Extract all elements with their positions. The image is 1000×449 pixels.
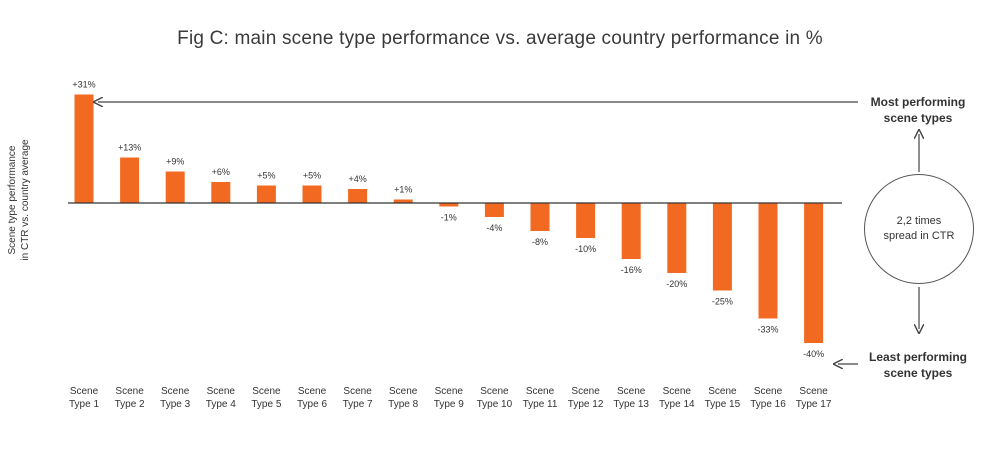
bar-scene-type-16 xyxy=(758,203,778,319)
data-label-scene-type-8: +1% xyxy=(394,185,412,195)
bars-group: +31% Scene Type 1 +13% Scene Type 2 +9% Scene Ty… xyxy=(69,80,832,411)
most-performing-label: Most performing scene types xyxy=(858,94,978,126)
x-tick-label-scene-type-8: Scene Type 8 xyxy=(388,386,418,410)
data-label-scene-type-5: +5% xyxy=(257,171,275,181)
most-performing-line-2: scene types xyxy=(883,111,953,125)
data-label-scene-type-15: -25% xyxy=(712,297,733,307)
data-label-scene-type-13: -16% xyxy=(621,265,642,275)
data-label-scene-type-1: +31% xyxy=(72,80,95,90)
bar-scene-type-3 xyxy=(165,171,185,203)
x-tick-label-scene-type-11: Scene Type 11 xyxy=(523,386,558,410)
bar-scene-type-7 xyxy=(348,189,368,203)
bar-scene-type-12 xyxy=(576,203,596,238)
data-label-scene-type-6: +5% xyxy=(303,171,321,181)
spread-circle: 2,2 times spread in CTR xyxy=(864,174,974,284)
bar-scene-type-2 xyxy=(120,157,140,203)
spread-line-1: 2,2 times xyxy=(896,215,942,227)
data-label-scene-type-7: +4% xyxy=(348,174,366,184)
bar-scene-type-4 xyxy=(211,182,231,203)
data-label-scene-type-17: -40% xyxy=(803,349,824,359)
x-tick-label-scene-type-2: Scene Type 2 xyxy=(115,386,145,410)
bar-scene-type-6 xyxy=(302,185,322,203)
data-label-scene-type-16: -33% xyxy=(757,325,778,335)
bar-scene-type-1 xyxy=(74,94,94,203)
x-tick-label-scene-type-9: Scene Type 9 xyxy=(434,386,464,410)
most-performing-line-1: Most performing xyxy=(870,95,966,109)
x-tick-label-scene-type-16: Scene Type 16 xyxy=(750,386,786,410)
x-tick-label-scene-type-7: Scene Type 7 xyxy=(343,386,373,410)
data-label-scene-type-10: -4% xyxy=(486,223,502,233)
bar-scene-type-5 xyxy=(256,185,276,203)
least-performing-line-1: Least performing xyxy=(868,350,967,364)
bar-scene-type-10 xyxy=(484,203,504,217)
data-label-scene-type-4: +6% xyxy=(212,167,230,177)
x-tick-label-scene-type-13: Scene Type 13 xyxy=(613,386,649,410)
x-tick-label-scene-type-4: Scene Type 4 xyxy=(206,386,236,410)
x-tick-label-scene-type-14: Scene Type 14 xyxy=(659,386,695,410)
x-tick-label-scene-type-15: Scene Type 15 xyxy=(705,386,741,410)
chart-title: Fig C: main scene type performance vs. a… xyxy=(177,28,823,49)
bar-scene-type-17 xyxy=(804,203,824,343)
x-tick-label-scene-type-6: Scene Type 6 xyxy=(297,386,327,410)
bar-scene-type-13 xyxy=(621,203,641,259)
x-tick-label-scene-type-3: Scene Type 3 xyxy=(160,386,190,410)
x-tick-label-scene-type-10: Scene Type 10 xyxy=(477,386,513,410)
data-label-scene-type-2: +13% xyxy=(118,143,141,153)
data-label-scene-type-3: +9% xyxy=(166,157,184,167)
x-tick-label-scene-type-1: Scene Type 1 xyxy=(69,386,99,410)
bar-scene-type-11 xyxy=(530,203,550,231)
spread-line-2: spread in CTR xyxy=(883,230,955,242)
x-tick-label-scene-type-12: Scene Type 12 xyxy=(568,386,604,410)
bar-scene-type-15 xyxy=(712,203,732,291)
bar-scene-type-8 xyxy=(393,199,413,203)
data-label-scene-type-9: -1% xyxy=(441,213,457,223)
x-tick-label-scene-type-5: Scene Type 5 xyxy=(251,386,281,410)
data-label-scene-type-14: -20% xyxy=(666,279,687,289)
least-performing-line-2: scene types xyxy=(883,366,953,380)
data-label-scene-type-11: -8% xyxy=(532,237,548,247)
data-label-scene-type-12: -10% xyxy=(575,244,596,254)
bar-scene-type-9 xyxy=(439,203,459,207)
bar-scene-type-14 xyxy=(667,203,687,273)
x-tick-label-scene-type-17: Scene Type 17 xyxy=(796,386,832,410)
least-performing-label: Least performing scene types xyxy=(858,349,978,381)
